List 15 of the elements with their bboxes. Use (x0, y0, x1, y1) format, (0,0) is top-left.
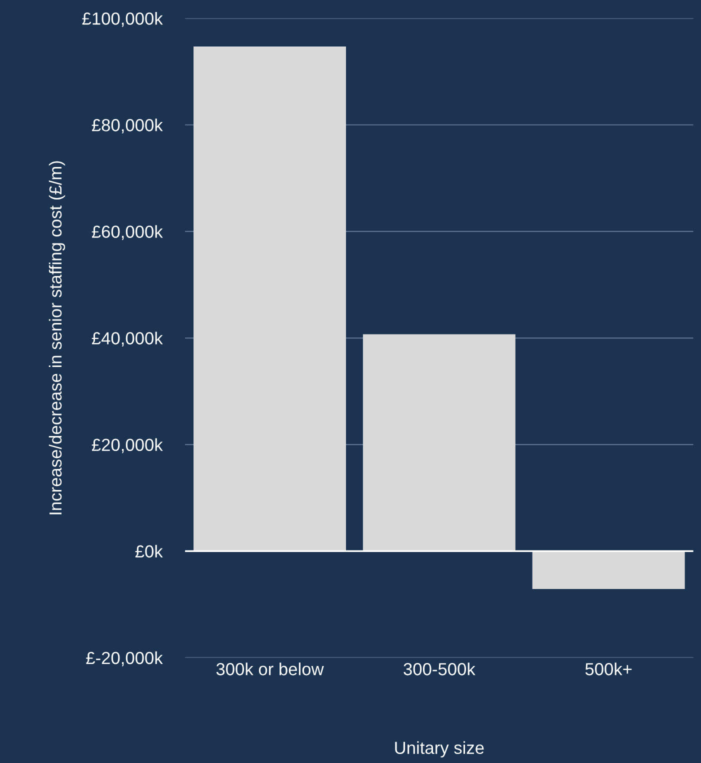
y-tick-label: £100,000k (82, 12, 163, 27)
x-tick-label: 300k or below (216, 662, 324, 676)
y-tick-label: £-20,000k (86, 651, 163, 666)
y-tick-label: £20,000k (92, 438, 163, 454)
y-tick-label: £60,000k (92, 225, 163, 240)
bar (532, 551, 685, 589)
bar (194, 46, 346, 552)
y-tick-label: £80,000k (92, 118, 163, 134)
x-axis-title: Unitary size (395, 741, 484, 758)
bar (362, 334, 516, 552)
y-axis-title: Increase/decrease in senior staffing cost (£/m) (48, 161, 66, 514)
y-tick-label: £40,000k (92, 332, 163, 347)
x-tick-label: 500k+ (585, 662, 632, 676)
y-tick-label: £0k (135, 544, 163, 558)
x-tick-label: 300-500k (404, 662, 476, 676)
